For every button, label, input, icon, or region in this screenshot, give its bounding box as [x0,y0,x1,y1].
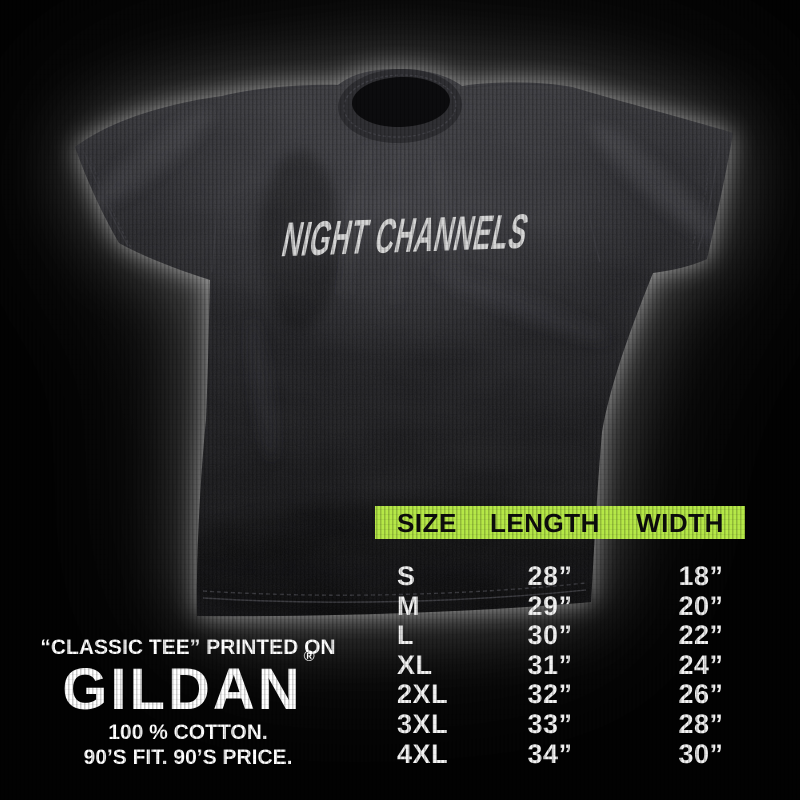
cell-size: S [397,561,416,591]
gildan-wordmark: GILDAN [62,657,303,723]
cell-size: XL [397,649,433,680]
brand-logo: GILDAN® [10,649,366,719]
cell-length: 32” [527,679,573,710]
cell-size: L [397,620,414,651]
cell-width: 20” [678,590,724,621]
cell-length: 34” [527,738,573,769]
table-row: M 29” 20” [375,590,745,622]
size-chart-header: SIZE LENGTH WIDTH [375,506,745,539]
cell-size: 3XL [397,708,449,739]
size-chart: SIZE LENGTH WIDTH S 28” 18” M 29” 20” L … [375,506,745,768]
cell-width: 24” [678,649,724,680]
header-width: WIDTH [636,508,724,538]
cell-width: 30” [678,738,724,769]
table-row: XL 31” 24” [375,649,745,681]
cell-size: 2XL [397,679,449,710]
cell-length: 30” [527,620,573,651]
table-row: 3XL 33” 28” [375,708,745,740]
fit-note: 90’S FIT. 90’S PRICE. [83,746,293,770]
cell-width: 26” [678,679,724,710]
header-length: LENGTH [490,508,600,538]
table-row: 2XL 32” 26” [375,680,745,710]
cell-length: 33” [527,708,573,739]
cell-length: 29” [527,590,573,621]
cell-length: 28” [527,561,573,591]
cell-length: 31” [527,649,573,680]
registered-mark: ® [303,647,315,665]
table-row: L 30” 22” [375,621,745,651]
table-row: 4XL 34” 30” [375,738,745,770]
brand-info: “CLASSIC TEE” PRINTED ON GILDAN® 100 % C… [10,636,366,770]
stitch-lines [83,83,721,603]
brand-tagline: “CLASSIC TEE” PRINTED ON [40,636,336,659]
cell-width: 28” [678,708,724,739]
size-chart-rows: S 28” 18” M 29” 20” L 30” 22” XL 31” 24”… [375,561,745,770]
cell-size: 4XL [397,738,449,769]
header-size: SIZE [397,508,457,538]
cell-size: M [397,590,420,621]
shirt-print-text: NIGHT CHANNELS [278,205,534,267]
tshirt-collar [338,68,462,144]
cell-width: 18” [678,561,724,591]
table-row: S 28” 18” [375,561,745,592]
cell-width: 22” [678,620,724,651]
cotton-note: 100 % COTTON. [108,721,268,745]
